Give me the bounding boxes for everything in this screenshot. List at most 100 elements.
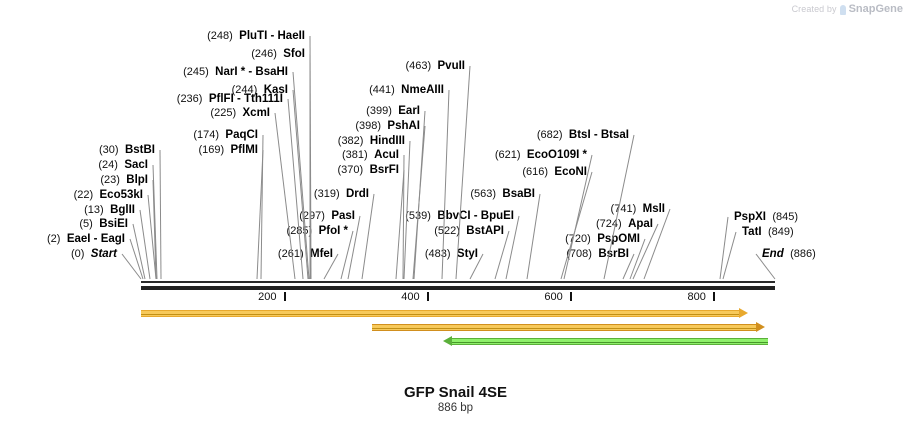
site-label[interactable]: (621) EcoO109I * — [0, 149, 587, 161]
feature-arrow[interactable] — [372, 322, 765, 332]
site-label[interactable]: (399) EarI — [0, 105, 420, 117]
site-label[interactable]: (381) AcuI — [0, 149, 399, 161]
site-label[interactable]: End (886) — [762, 248, 816, 260]
site-position: (13) — [84, 204, 104, 216]
enzyme-name: Start — [90, 248, 117, 260]
site-label[interactable]: (225) XcmI — [0, 107, 270, 119]
snapgene-watermark: Created by SnapGene — [792, 3, 903, 15]
enzyme-name: Eco53kI — [99, 189, 143, 201]
site-position: (382) — [337, 135, 364, 147]
site-label[interactable]: (682) BtsI - BtsaI — [0, 129, 629, 141]
site-label[interactable]: PspXI (845) — [734, 211, 798, 223]
site-label[interactable]: (741) MslI — [0, 203, 665, 215]
site-position: (22) — [73, 189, 94, 201]
site-position: (682) — [536, 129, 563, 141]
enzyme-name: BsaBI — [502, 188, 535, 200]
site-position: (441) — [369, 84, 395, 96]
enzyme-name: HindIII — [369, 135, 405, 147]
enzyme-name: BglII — [110, 204, 135, 216]
enzyme-name: BlpI — [126, 174, 148, 186]
site-position: (248) — [207, 30, 233, 42]
site-label[interactable]: (5) BsiEI — [0, 218, 128, 230]
enzyme-name: BtsI - BtsaI — [568, 129, 629, 141]
site-label[interactable]: (169) PflMI — [0, 144, 258, 156]
site-position: (463) — [405, 60, 432, 72]
site-position: (370) — [337, 164, 364, 176]
site-label[interactable]: (616) EcoNI — [0, 166, 587, 178]
site-position: (708) — [566, 248, 592, 260]
site-label[interactable]: (441) NmeAIII — [0, 84, 444, 96]
page-title: GFP Snail 4SE — [403, 384, 508, 401]
site-label[interactable]: (0) Start — [0, 248, 117, 260]
enzyme-name: PflFI - Tth111I — [208, 93, 283, 105]
watermark-prefix: Created by — [791, 4, 837, 14]
enzyme-name: EaeI - EagI — [66, 233, 125, 245]
site-label[interactable]: (174) PaqCI — [0, 129, 258, 141]
site-position: (563) — [470, 188, 496, 200]
site-position: (319) — [313, 188, 340, 200]
site-position: (399) — [366, 105, 392, 117]
ruler-tick — [284, 292, 287, 301]
ruler-tick-label: 600 — [544, 291, 563, 303]
site-label[interactable]: (2) EaeI - EagI — [0, 233, 125, 245]
sequence-backbone-bar — [141, 286, 775, 290]
site-label[interactable]: (463) PvuII — [0, 60, 465, 72]
ruler-tick — [570, 292, 573, 301]
site-label[interactable]: (248) PluTI - HaeII — [0, 30, 305, 42]
enzyme-name: MslI — [642, 203, 665, 215]
feature-arrow-body — [141, 310, 739, 317]
site-position: (5) — [79, 218, 93, 230]
enzyme-name: PflMI — [230, 144, 258, 156]
ruler-tick-label: 200 — [258, 291, 277, 303]
site-position: (236) — [176, 93, 203, 105]
site-position: (23) — [100, 174, 120, 186]
ruler-tick — [713, 292, 716, 301]
site-label[interactable]: (720) PspOMI — [0, 233, 640, 245]
enzyme-name: PvuII — [437, 60, 465, 72]
site-label[interactable]: (724) ApaI — [0, 218, 653, 230]
feature-arrow-head — [443, 336, 452, 346]
site-label[interactable]: (30) BstBI — [0, 144, 155, 156]
site-label[interactable]: (398) PshAI — [0, 120, 420, 132]
ruler-tick-label: 800 — [687, 291, 706, 303]
site-position: (741) — [610, 203, 637, 215]
site-position: (720) — [565, 233, 591, 245]
site-label[interactable]: (23) BlpI — [0, 174, 148, 186]
site-label[interactable]: (13) BglII — [0, 204, 135, 216]
snapgene-logo-icon — [839, 5, 846, 15]
site-label[interactable]: (236) PflFI - Tth111I — [0, 93, 283, 105]
enzyme-name: End — [762, 248, 784, 260]
site-label[interactable]: (24) SacI — [0, 159, 148, 171]
site-position: (849) — [767, 226, 794, 238]
site-position: (845) — [772, 211, 799, 223]
feature-arrow-body — [372, 324, 756, 331]
site-position: (0) — [70, 248, 85, 260]
enzyme-name: KasI — [263, 84, 288, 96]
feature-arrow-head — [756, 322, 765, 332]
feature-arrow[interactable] — [443, 336, 768, 346]
feature-arrow[interactable] — [141, 308, 748, 318]
enzyme-name: NmeAIII — [401, 84, 444, 96]
site-label[interactable]: (370) BsrFI — [0, 164, 399, 176]
site-label[interactable]: TatI (849) — [742, 226, 794, 238]
enzyme-name: ApaI — [628, 218, 653, 230]
site-position: (381) — [342, 149, 368, 161]
enzyme-name: BstBI — [124, 144, 155, 156]
site-position: (244) — [231, 84, 258, 96]
site-label[interactable]: (244) KasI — [0, 84, 288, 96]
enzyme-name: EarI — [398, 105, 420, 117]
site-label[interactable]: (245) NarI * - BsaHI — [0, 66, 288, 78]
site-label[interactable]: (246) SfoI — [0, 48, 305, 60]
enzyme-name: XcmI — [242, 107, 271, 119]
site-label[interactable]: (382) HindIII — [0, 135, 405, 147]
feature-arrow-body — [452, 338, 768, 345]
site-position: (246) — [251, 48, 277, 60]
site-position: (174) — [193, 129, 220, 141]
sequence-backbone-line — [141, 281, 775, 283]
enzyme-name: EcoO109I * — [526, 149, 587, 161]
site-label[interactable]: (563) BsaBI — [0, 188, 535, 200]
site-position: (616) — [522, 166, 549, 178]
site-label[interactable]: (708) BsrBI — [0, 248, 629, 260]
site-label[interactable]: (22) Eco53kI — [0, 189, 143, 201]
